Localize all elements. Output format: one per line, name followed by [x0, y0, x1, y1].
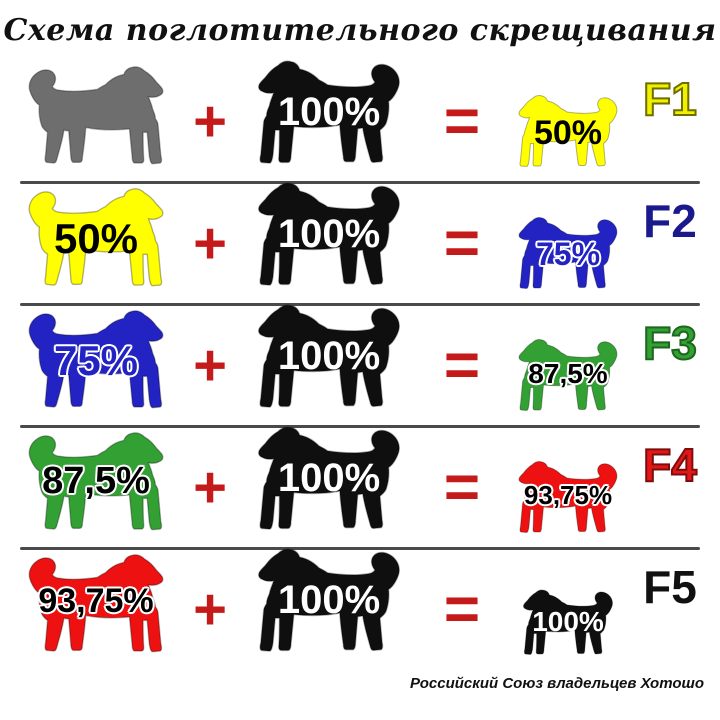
plus-icon: + [193, 88, 227, 154]
parent2-dog: 100% [248, 54, 410, 176]
parent1-percent-label: 50% [53, 214, 139, 262]
generation-label: F1 [642, 73, 698, 125]
cross-row-f2: 50% + 100% = 75% F2 [0, 184, 720, 303]
page-title: Схема поглотительного скрещивания [3, 13, 717, 48]
row-separator [20, 425, 700, 428]
result-percent-label: 87,5% [528, 357, 608, 389]
parent1-percent-label: 87,5% [42, 459, 150, 502]
parent2-percent-label: 100% [277, 89, 381, 134]
generation-label: F5 [643, 561, 697, 613]
result-dog: 93,75% [513, 456, 623, 542]
result-dog: 87,5% [513, 334, 623, 420]
result-percent-label: 75% [535, 235, 601, 272]
result-dog: 75% [513, 212, 623, 298]
plus-icon: + [193, 210, 227, 276]
parent1-dog: 75% [20, 304, 172, 420]
result-percent-label: 50% [533, 113, 603, 152]
attribution-text: Российский Союз владельцев Хотошо [409, 675, 704, 692]
row-separator [20, 303, 700, 306]
parent2-dog: 100% [248, 420, 410, 542]
dog-silhouette-icon [20, 60, 172, 176]
parent2-percent-label: 100% [277, 211, 381, 256]
parent1-percent-label: 75% [53, 336, 139, 384]
equals-icon: = [443, 86, 480, 156]
equals-icon: = [443, 208, 480, 278]
cross-row-f4: 87,5% + 100% = 93,75% F4 [0, 428, 720, 547]
plus-icon: + [193, 332, 227, 398]
parent2-dog: 100% [248, 298, 410, 420]
parent1-percent-label: 93,75% [38, 581, 154, 620]
parent1-dog: 87,5% [20, 426, 172, 542]
row-separator [20, 181, 700, 184]
parent2-dog: 100% [248, 176, 410, 298]
parent2-percent-label: 100% [277, 333, 381, 378]
parent1-dog: 93,75% [20, 548, 172, 664]
parent2-percent-label: 100% [277, 577, 381, 622]
result-dog: 100% [518, 584, 618, 664]
plus-icon: + [193, 454, 227, 520]
generation-label: F4 [642, 439, 698, 491]
parent1-dog [20, 60, 172, 176]
row-separator [20, 547, 700, 550]
equals-icon: = [443, 330, 480, 400]
result-percent-label: 93,75% [523, 479, 613, 510]
cross-row-f5: 93,75% + 100% = 100% F5 [0, 550, 720, 669]
parent1-dog: 50% [20, 182, 172, 298]
result-dog: 50% [513, 90, 623, 176]
generation-label: F3 [642, 317, 698, 369]
equals-icon: = [443, 452, 480, 522]
equals-icon: = [443, 574, 480, 644]
result-percent-label: 100% [532, 606, 604, 637]
parent2-dog: 100% [248, 542, 410, 664]
plus-icon: + [193, 576, 227, 642]
generation-label: F2 [643, 195, 697, 247]
cross-row-f3: 75% + 100% = 87,5% F3 [0, 306, 720, 425]
cross-row-f1: + 100% = 50% F1 [0, 62, 720, 181]
parent2-percent-label: 100% [277, 455, 381, 500]
